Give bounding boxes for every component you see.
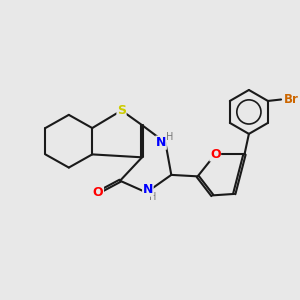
Text: N: N	[156, 136, 166, 149]
Text: O: O	[93, 186, 104, 199]
Text: O: O	[210, 148, 220, 161]
Text: H: H	[166, 132, 173, 142]
Text: Br: Br	[284, 93, 299, 106]
Text: H: H	[149, 192, 157, 202]
Text: S: S	[117, 104, 126, 117]
Text: N: N	[143, 183, 153, 196]
